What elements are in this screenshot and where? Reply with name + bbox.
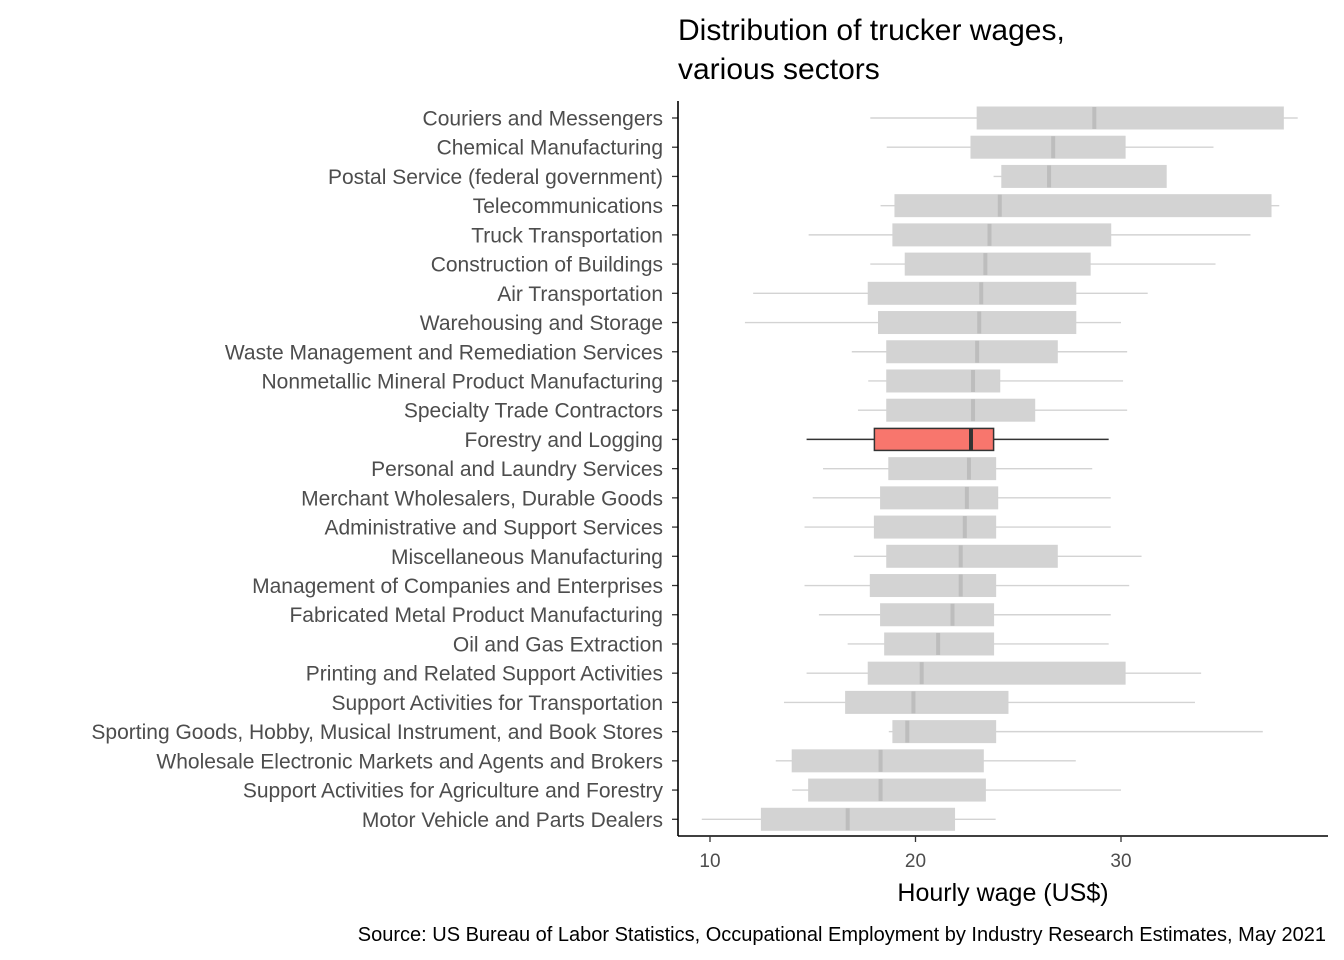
box-2 [993, 164, 1167, 188]
category-label: Merchant Wholesalers, Durable Goods [301, 487, 663, 510]
chart-title: Distribution of trucker wages, various s… [678, 14, 1065, 86]
box-13 [812, 486, 1111, 510]
box-iqr [869, 574, 997, 598]
box-iqr [886, 398, 1036, 422]
category-label: Chemical Manufacturing [437, 137, 663, 160]
x-axis-ticks: 10 20 30 [699, 836, 1132, 872]
category-label: Oil and Gas Extraction [453, 633, 663, 656]
category-label: Wholesale Electronic Markets and Agents … [156, 750, 663, 773]
category-label: Support Activities for Transportation [332, 692, 664, 715]
box-11 [806, 427, 1109, 452]
category-label: Printing and Related Support Activities [306, 663, 663, 686]
box-iqr [867, 281, 1077, 305]
box-iqr [976, 106, 1284, 130]
x-axis-title: Hourly wage (US$) [897, 879, 1108, 907]
box-4 [808, 223, 1251, 247]
box-iqr [888, 457, 997, 481]
category-label: Nonmetallic Mineral Product Manufacturin… [261, 370, 663, 393]
boxes-layer [701, 106, 1298, 831]
category-label: Warehousing and Storage [420, 312, 663, 335]
box-iqr [791, 749, 984, 773]
category-label: Personal and Laundry Services [371, 458, 663, 481]
box-iqr [880, 486, 999, 510]
box-24 [701, 807, 996, 831]
box-iqr [845, 690, 1009, 714]
box-iqr [886, 340, 1058, 364]
category-labels: Couriers and Messengers Chemical Manufact… [91, 108, 678, 832]
box-iqr [894, 194, 1272, 218]
box-iqr [892, 720, 997, 744]
box-12 [823, 457, 1093, 481]
category-label: Truck Transportation [471, 224, 663, 247]
category-label: Fabricated Metal Product Manufacturing [289, 604, 663, 627]
box-iqr [970, 135, 1126, 159]
category-label: Air Transportation [497, 283, 663, 306]
box-8 [851, 340, 1128, 364]
box-18 [847, 632, 1109, 656]
box-20 [783, 690, 1195, 714]
category-label: Construction of Buildings [431, 254, 663, 277]
category-label: Sporting Goods, Hobby, Musical Instrumen… [91, 721, 663, 744]
box-10 [857, 398, 1128, 422]
box-21 [888, 720, 1263, 744]
box-iqr [904, 252, 1091, 276]
box-iqr [873, 427, 995, 452]
category-label: Management of Companies and Enterprises [252, 575, 663, 598]
box-15 [853, 544, 1142, 568]
box-0 [870, 106, 1298, 130]
box-16 [804, 574, 1130, 598]
box-3 [880, 194, 1280, 218]
category-label: Administrative and Support Services [325, 517, 664, 540]
category-label: Specialty Trade Contractors [404, 400, 663, 423]
box-iqr [880, 603, 995, 627]
box-23 [792, 778, 1121, 802]
box-22 [775, 749, 1076, 773]
box-iqr [878, 311, 1077, 335]
box-14 [804, 515, 1111, 539]
category-label: Forestry and Logging [465, 429, 663, 452]
box-6 [753, 281, 1148, 305]
box-iqr [892, 223, 1112, 247]
category-label: Motor Vehicle and Parts Dealers [362, 809, 663, 832]
category-label: Miscellaneous Manufacturing [391, 546, 663, 569]
box-iqr [760, 807, 956, 831]
box-19 [806, 661, 1202, 685]
box-iqr [886, 544, 1058, 568]
box-iqr [867, 661, 1126, 685]
category-label: Postal Service (federal government) [328, 166, 663, 189]
x-tick-label: 20 [905, 851, 926, 872]
chart-title-line-1: Distribution of trucker wages, [678, 14, 1065, 47]
category-label: Waste Management and Remediation Service… [225, 341, 663, 364]
source-caption: Source: US Bureau of Labor Statistics, O… [358, 924, 1326, 946]
box-iqr [873, 515, 997, 539]
category-label: Couriers and Messengers [423, 108, 663, 131]
box-7 [744, 311, 1121, 335]
box-iqr [886, 369, 1001, 393]
box-1 [886, 135, 1214, 159]
category-label: Telecommunications [473, 195, 663, 218]
x-tick-label: 30 [1110, 851, 1131, 872]
x-tick-label: 10 [699, 851, 720, 872]
box-5 [870, 252, 1216, 276]
box-17 [818, 603, 1111, 627]
box-9 [868, 369, 1124, 393]
box-iqr [1001, 164, 1167, 188]
category-label: Support Activities for Agriculture and F… [243, 780, 664, 803]
box-iqr [808, 778, 986, 802]
chart-title-line-2: various sectors [678, 53, 880, 86]
